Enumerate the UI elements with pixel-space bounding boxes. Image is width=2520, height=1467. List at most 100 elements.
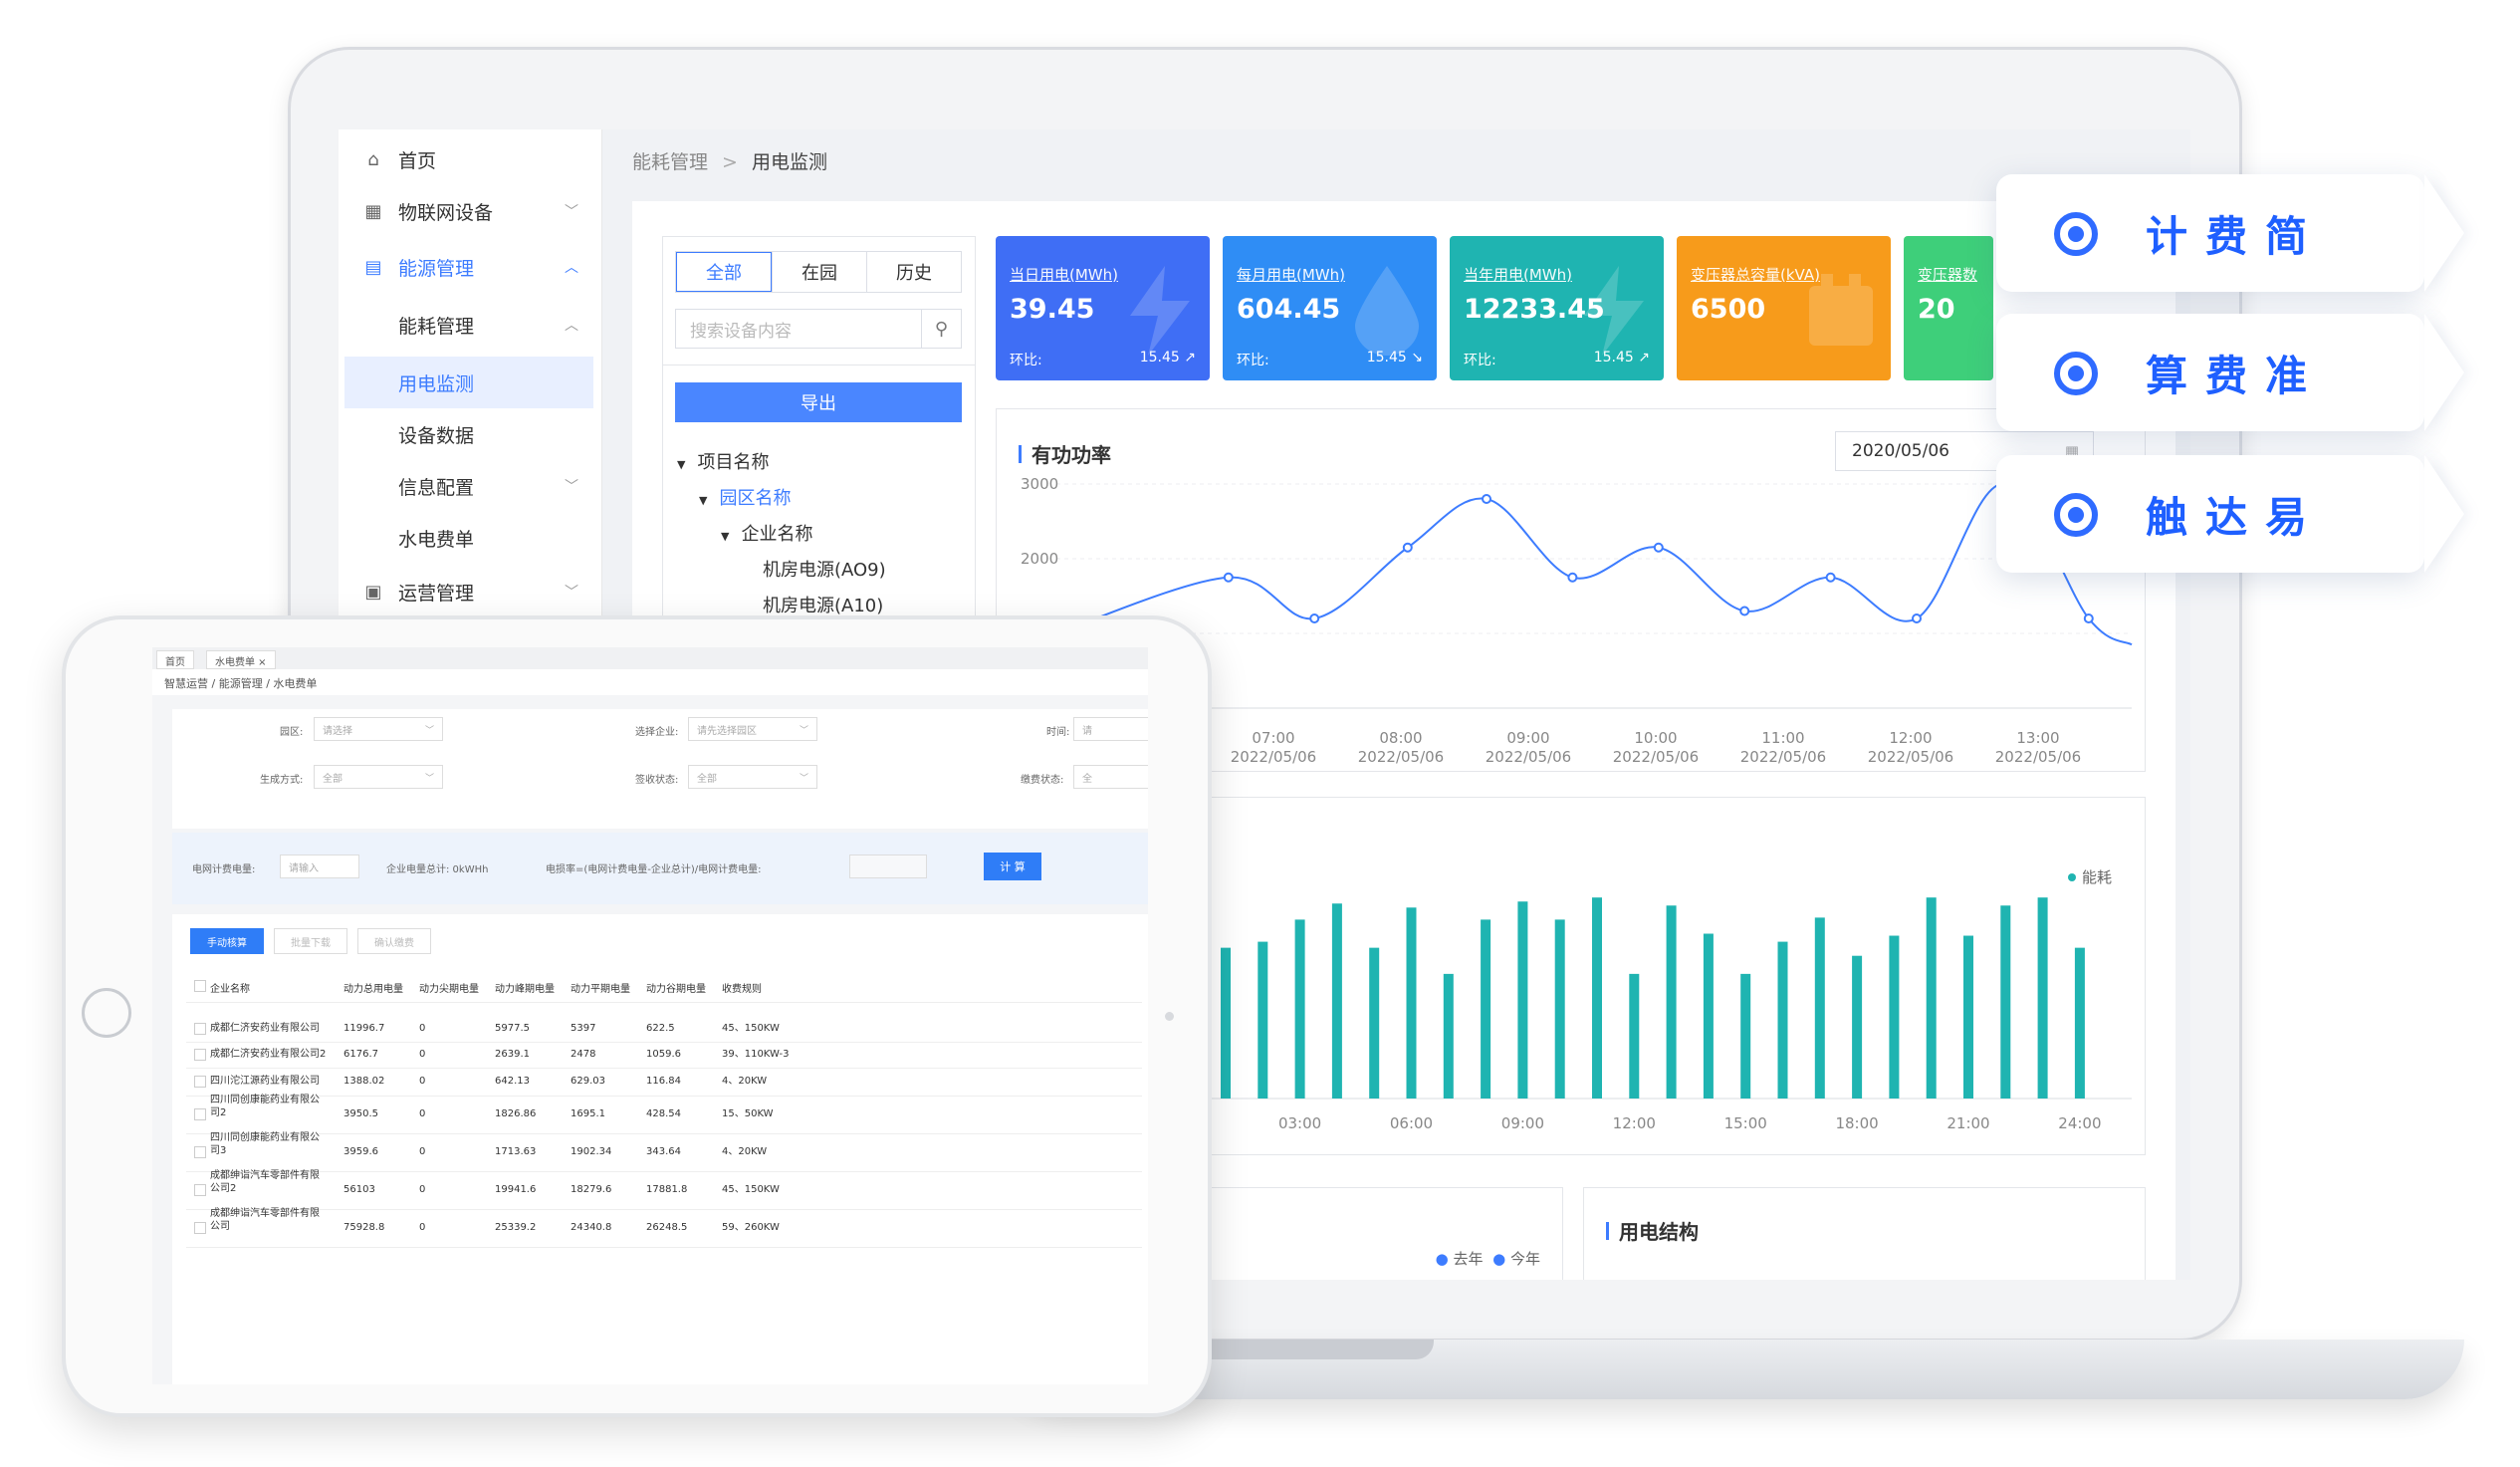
bar[interactable] bbox=[1814, 917, 1825, 1099]
chevron-down-icon: ﹀ bbox=[799, 773, 808, 784]
sidebar-item-operation[interactable]: ▣ 运营管理 ﹀ bbox=[339, 566, 602, 617]
select-all-checkbox[interactable] bbox=[194, 980, 206, 992]
company-select[interactable]: 请先选择园区 ﹀ bbox=[688, 717, 817, 741]
row-checkbox[interactable] bbox=[194, 1146, 206, 1158]
stat-card-transformer-capacity[interactable]: 变压器总容量(kVA) 6500 bbox=[1677, 236, 1891, 380]
data-point[interactable] bbox=[1825, 572, 1836, 583]
bar[interactable] bbox=[1963, 935, 1973, 1099]
sidebar-item-energy[interactable]: ▤ 能源管理 ︿ bbox=[339, 241, 602, 293]
stat-ratio-value: 15.45 bbox=[1139, 350, 1180, 366]
bar[interactable] bbox=[1703, 933, 1714, 1099]
row-checkbox[interactable] bbox=[194, 1184, 206, 1196]
table-cell: 0 bbox=[419, 1049, 426, 1060]
sidebar-item-iot[interactable]: ▦ 物联网设备 ﹀ bbox=[339, 185, 602, 237]
bar[interactable] bbox=[1592, 897, 1602, 1099]
data-point[interactable] bbox=[1402, 542, 1413, 553]
tablet-tab-bill[interactable]: 水电费单 × bbox=[206, 650, 276, 669]
data-point[interactable] bbox=[1309, 613, 1320, 623]
row-checkbox[interactable] bbox=[194, 1049, 206, 1061]
sidebar-item-consumption[interactable]: 能耗管理 ︿ bbox=[339, 299, 602, 351]
sign-select[interactable]: 全部 ﹀ bbox=[688, 765, 817, 789]
data-point[interactable] bbox=[1482, 494, 1491, 504]
bar[interactable] bbox=[1629, 973, 1640, 1099]
bar[interactable] bbox=[1369, 947, 1380, 1099]
confirm-pay-button[interactable]: 确认缴费 bbox=[357, 928, 431, 954]
row-divider bbox=[186, 1068, 1142, 1069]
row-checkbox[interactable] bbox=[194, 1222, 206, 1234]
legend-dot-icon: ● bbox=[1492, 1250, 1506, 1268]
gen-select[interactable]: 全部 ﹀ bbox=[314, 765, 443, 789]
data-point[interactable] bbox=[1223, 572, 1234, 583]
bar[interactable] bbox=[1331, 903, 1342, 1099]
stat-card-daily[interactable]: 当日用电(MWh) 39.45 环比: 15.45 ↗ bbox=[996, 236, 1210, 380]
park-select[interactable]: 请选择 ﹀ bbox=[314, 717, 443, 741]
bar[interactable] bbox=[2037, 897, 2048, 1099]
tree-node-company[interactable]: ▼ 企业名称 bbox=[721, 520, 812, 546]
bar[interactable] bbox=[2074, 947, 2085, 1099]
filter-tabs: 全部 在园 历史 bbox=[675, 251, 962, 293]
loss-input[interactable] bbox=[849, 855, 927, 878]
tree-node-park[interactable]: ▼ 园区名称 bbox=[699, 484, 791, 510]
x-tick-label: 10:00 bbox=[1634, 729, 1677, 747]
x-tick-label: 15:00 bbox=[1724, 1114, 1767, 1132]
bar[interactable] bbox=[1406, 907, 1417, 1099]
bar[interactable] bbox=[1294, 919, 1305, 1099]
bar[interactable] bbox=[2000, 905, 2011, 1099]
data-point[interactable] bbox=[1653, 542, 1664, 553]
x-tick-label: 24:00 bbox=[2058, 1114, 2101, 1132]
stat-ratio: 15.45 ↗ bbox=[1594, 350, 1650, 366]
divider bbox=[663, 365, 975, 366]
batch-download-button[interactable]: 批量下载 bbox=[274, 928, 347, 954]
data-point[interactable] bbox=[1567, 572, 1578, 583]
bar[interactable] bbox=[1258, 941, 1268, 1099]
row-checkbox[interactable] bbox=[194, 1076, 206, 1088]
pay-select[interactable]: 全 bbox=[1073, 765, 1148, 789]
sidebar-item-power-monitor[interactable]: 用电监测 bbox=[344, 357, 593, 408]
bar[interactable] bbox=[1443, 973, 1454, 1099]
row-checkbox[interactable] bbox=[194, 1023, 206, 1035]
sidebar-item-home[interactable]: ⌂ 首页 bbox=[339, 133, 602, 185]
tree-node-device[interactable]: 机房电源(A10) bbox=[763, 596, 884, 616]
tab-in-park[interactable]: 在园 bbox=[772, 252, 866, 292]
tree-node-device[interactable]: 机房电源(AO9) bbox=[763, 560, 886, 581]
stat-ratio-value: 15.45 bbox=[1593, 350, 1634, 366]
sidebar-item-device-data[interactable]: 设备数据 bbox=[339, 408, 602, 460]
bar[interactable] bbox=[1889, 935, 1900, 1099]
search-icon[interactable]: ⚲ bbox=[921, 310, 961, 348]
date-picker[interactable]: 2020/05/06 ▦ bbox=[1835, 431, 2094, 471]
manual-calc-button[interactable]: 手动核算 bbox=[190, 928, 264, 954]
stat-card-transformer-count[interactable]: 变压器数 20 bbox=[1904, 236, 1993, 380]
stat-card-yearly[interactable]: 当年用电(MWh) 12233.45 环比: 15.45 ↗ bbox=[1450, 236, 1664, 380]
tree-node-project[interactable]: ▼ 项目名称 bbox=[677, 448, 769, 474]
bar[interactable] bbox=[1777, 941, 1788, 1099]
row-checkbox[interactable] bbox=[194, 1108, 206, 1120]
company-name-cell: 成都仁济安药业有限公司 bbox=[210, 1023, 320, 1034]
bar[interactable] bbox=[1554, 919, 1565, 1099]
data-point[interactable] bbox=[1739, 606, 1750, 616]
search-input[interactable]: 搜索设备内容 ⚲ bbox=[675, 309, 962, 349]
sidebar-item-utility-bill[interactable]: 水电费单 bbox=[339, 512, 602, 564]
stat-card-monthly[interactable]: 每月用电(MWh) 604.45 环比: 15.45 ↘ bbox=[1223, 236, 1437, 380]
chevron-down-icon: ﹀ bbox=[565, 479, 578, 495]
bar[interactable] bbox=[1481, 919, 1491, 1099]
data-point[interactable] bbox=[1912, 613, 1922, 623]
bar[interactable] bbox=[1666, 905, 1677, 1099]
bar[interactable] bbox=[1852, 955, 1863, 1099]
bar[interactable] bbox=[1926, 897, 1937, 1099]
breadcrumb-separator-icon: > bbox=[722, 151, 738, 173]
grid-label: 电网计费电量: bbox=[192, 864, 256, 875]
bar[interactable] bbox=[1740, 973, 1751, 1099]
calculate-button[interactable]: 计 算 bbox=[984, 853, 1041, 880]
bar[interactable] bbox=[1221, 947, 1231, 1099]
tab-history[interactable]: 历史 bbox=[866, 252, 961, 292]
sidebar-item-info-config[interactable]: 信息配置 ﹀ bbox=[339, 460, 602, 512]
tablet-tab-home[interactable]: 首页 bbox=[156, 650, 194, 669]
breadcrumb-parent[interactable]: 能耗管理 bbox=[632, 151, 709, 173]
time-select[interactable]: 请 bbox=[1073, 717, 1148, 741]
tab-all[interactable]: 全部 bbox=[676, 252, 772, 292]
grid-input[interactable]: 请输入 bbox=[280, 855, 359, 878]
data-point[interactable] bbox=[2083, 613, 2094, 623]
trend-down-icon: ↘ bbox=[1411, 350, 1423, 366]
export-button[interactable]: 导出 bbox=[675, 382, 962, 422]
bar[interactable] bbox=[1517, 901, 1528, 1099]
